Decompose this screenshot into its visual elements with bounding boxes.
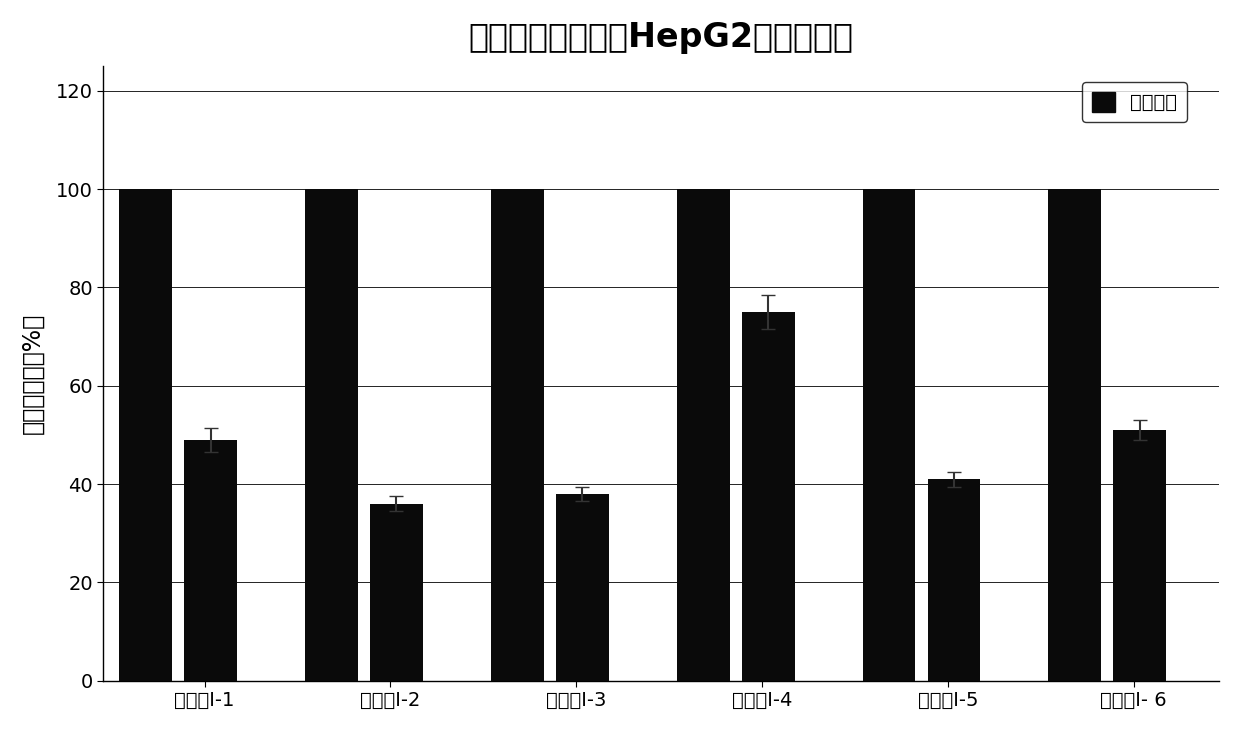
Bar bbox=[370, 504, 423, 681]
Bar bbox=[928, 480, 981, 681]
Bar bbox=[185, 440, 237, 681]
Bar bbox=[119, 189, 172, 681]
Y-axis label: 细胞存活率（%）: 细胞存活率（%） bbox=[21, 313, 45, 434]
Bar bbox=[1049, 189, 1101, 681]
Title: 化合物对肝癌细胞HepG2的抑制活性: 化合物对肝癌细胞HepG2的抑制活性 bbox=[469, 20, 854, 54]
Bar bbox=[305, 189, 358, 681]
Bar bbox=[556, 494, 609, 681]
Legend: 空白对照: 空白对照 bbox=[1081, 82, 1187, 122]
Bar bbox=[677, 189, 729, 681]
Bar bbox=[1114, 430, 1167, 681]
Bar bbox=[863, 189, 915, 681]
Bar bbox=[491, 189, 544, 681]
Bar bbox=[742, 312, 795, 681]
